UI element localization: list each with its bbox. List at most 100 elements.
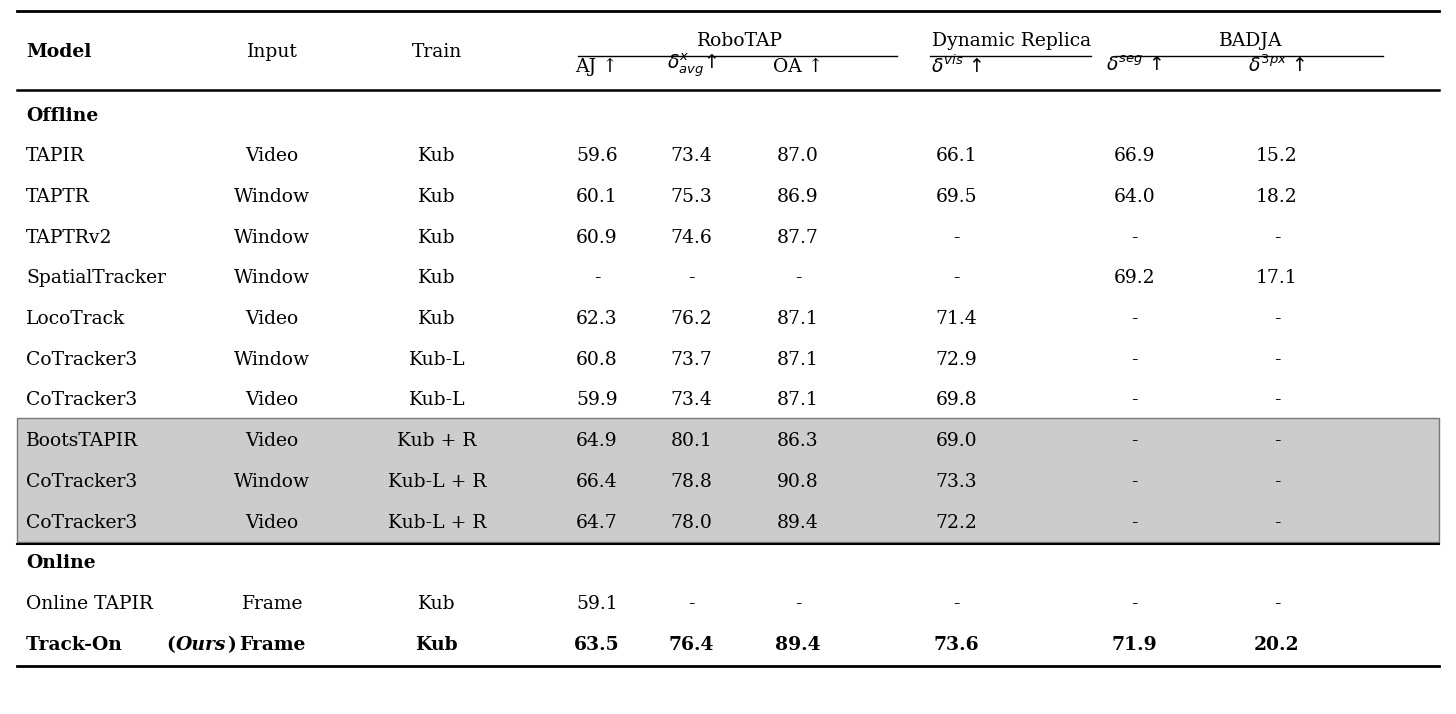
Text: 66.1: 66.1 [936,147,977,166]
Text: -: - [1274,473,1280,491]
Text: Video: Video [246,513,298,532]
Text: -: - [1131,595,1137,613]
Text: 73.4: 73.4 [671,391,712,410]
Text: Ours: Ours [176,635,227,654]
Text: Window: Window [234,351,310,369]
Text: Online: Online [26,554,96,573]
Text: -: - [954,228,960,247]
Text: 87.7: 87.7 [778,228,818,247]
Text: -: - [954,269,960,288]
Text: $\delta^{vis}$ ↑: $\delta^{vis}$ ↑ [930,54,983,76]
Text: Kub: Kub [418,228,456,247]
Text: Video: Video [246,310,298,328]
Text: 20.2: 20.2 [1254,635,1300,654]
Text: 87.1: 87.1 [778,391,818,410]
Text: 80.1: 80.1 [671,432,712,451]
Text: $\delta^{3px}$ ↑: $\delta^{3px}$ ↑ [1248,55,1306,76]
Text: 60.1: 60.1 [577,188,617,206]
Text: TAPTR: TAPTR [26,188,90,206]
Text: 59.1: 59.1 [577,595,617,613]
Text: 59.9: 59.9 [577,391,617,410]
Text: -: - [795,595,801,613]
Text: 76.2: 76.2 [671,310,712,328]
Text: 86.9: 86.9 [778,188,818,206]
Text: 18.2: 18.2 [1257,188,1297,206]
Text: 73.4: 73.4 [671,147,712,166]
Text: 64.0: 64.0 [1114,188,1155,206]
Text: Video: Video [246,147,298,166]
Text: -: - [1274,432,1280,451]
Text: 71.9: 71.9 [1111,635,1158,654]
Text: -: - [1131,391,1137,410]
Text: -: - [1274,595,1280,613]
Text: 15.2: 15.2 [1257,147,1297,166]
Text: Kub: Kub [418,595,456,613]
Text: CoTracker3: CoTracker3 [26,513,137,532]
Text: Kub: Kub [418,188,456,206]
Text: 63.5: 63.5 [574,635,620,654]
Text: 86.3: 86.3 [778,432,818,451]
Text: CoTracker3: CoTracker3 [26,473,137,491]
Text: -: - [1274,351,1280,369]
Text: 60.9: 60.9 [577,228,617,247]
Text: Kub-L: Kub-L [409,351,464,369]
Text: Train: Train [412,44,462,61]
Text: 71.4: 71.4 [936,310,977,328]
Text: -: - [1131,473,1137,491]
Text: 64.9: 64.9 [577,432,617,451]
Text: 89.4: 89.4 [778,513,818,532]
Text: 17.1: 17.1 [1257,269,1297,288]
Text: SpatialTracker: SpatialTracker [26,269,166,288]
Text: 75.3: 75.3 [671,188,712,206]
Text: 73.3: 73.3 [936,473,977,491]
Text: 59.6: 59.6 [577,147,617,166]
Text: Input: Input [248,44,297,61]
Text: -: - [594,269,600,288]
Text: 72.2: 72.2 [936,513,977,532]
Bar [17,418,1439,542]
Text: 78.8: 78.8 [671,473,712,491]
Text: -: - [1274,391,1280,410]
Text: 64.7: 64.7 [577,513,617,532]
Text: Dynamic Replica: Dynamic Replica [932,31,1092,50]
Text: Kub-L + R: Kub-L + R [387,473,486,491]
Text: 78.0: 78.0 [671,513,712,532]
Text: 62.3: 62.3 [577,310,617,328]
Text: BADJA: BADJA [1219,31,1283,50]
Text: 74.6: 74.6 [671,228,712,247]
Text: 87.0: 87.0 [778,147,818,166]
Text: Kub-L + R: Kub-L + R [387,513,486,532]
Text: Frame: Frame [239,635,306,654]
Text: AJ ↑: AJ ↑ [575,58,619,76]
Text: 66.9: 66.9 [1114,147,1155,166]
Text: 69.2: 69.2 [1114,269,1155,288]
Text: 73.7: 73.7 [671,351,712,369]
Text: 69.8: 69.8 [936,391,977,410]
Text: Online TAPIR: Online TAPIR [26,595,153,613]
Text: 69.5: 69.5 [936,188,977,206]
Text: Kub-L: Kub-L [409,391,464,410]
Text: 89.4: 89.4 [775,635,821,654]
Text: Video: Video [246,432,298,451]
Text: -: - [1131,513,1137,532]
Text: -: - [1274,228,1280,247]
Text: -: - [1131,351,1137,369]
Text: -: - [689,595,695,613]
Text: Window: Window [234,473,310,491]
Text: Video: Video [246,391,298,410]
Text: Window: Window [234,228,310,247]
Text: -: - [1274,310,1280,328]
Text: -: - [1131,432,1137,451]
Text: Offline: Offline [26,106,99,125]
Text: Frame: Frame [242,595,303,613]
Text: 69.0: 69.0 [936,432,977,451]
Text: CoTracker3: CoTracker3 [26,351,137,369]
Text: ): ) [227,635,236,654]
Text: -: - [1274,513,1280,532]
Text: 66.4: 66.4 [577,473,617,491]
Text: 87.1: 87.1 [778,351,818,369]
Text: TAPTRv2: TAPTRv2 [26,228,112,247]
Text: 60.8: 60.8 [577,351,617,369]
Text: Track-On: Track-On [26,635,128,654]
Text: $\delta^{x}_{avg}$↑: $\delta^{x}_{avg}$↑ [667,51,716,79]
